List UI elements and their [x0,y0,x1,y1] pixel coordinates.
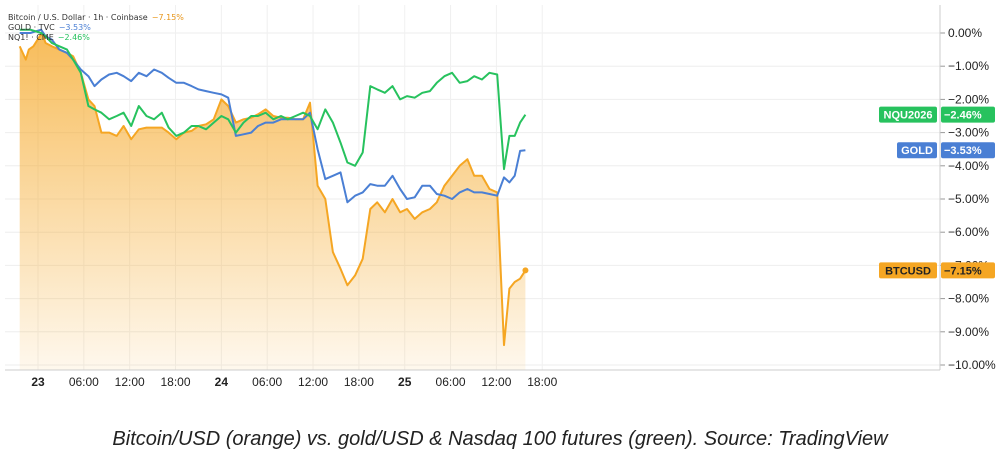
x-tick-label: 18:00 [161,375,191,389]
x-tick-label: 06:00 [69,375,99,389]
badge-name-bg-nqu2026 [879,106,937,123]
legend-item-nq[interactable]: NQ1! · CME −2.46% [8,33,184,43]
figure-caption: Bitcoin/USD (orange) vs. gold/USD & Nasd… [112,428,888,450]
legend-name: NQ1! · CME [8,33,54,42]
badge-name-gold: GOLD [901,145,933,157]
y-tick-label: −10.00% [948,358,996,372]
series-lines [18,28,529,347]
y-tick-label: −9.00% [948,325,989,339]
badge-value-btcusd: −7.15% [944,265,982,277]
last-point-marker [522,267,529,274]
y-tick-label: 0.00% [948,26,982,40]
x-tick-label: 12:00 [481,375,511,389]
badge-value-gold: −3.53% [944,145,982,157]
y-tick-label: −8.00% [948,292,989,306]
y-tick-label: −6.00% [948,225,989,239]
price-comparison-chart: 0.00% −1.00% −2.00% −3.00% −4.00% −5.00% −6.00… [5,5,996,389]
badge-value-bg-nqu2026 [941,106,995,123]
chart-legend: Bitcoin / U.S. Dollar · 1h · Coinbase −7.… [8,13,184,43]
series-fills [19,33,526,370]
legend-item-btcusd[interactable]: Bitcoin / U.S. Dollar · 1h · Coinbase −7.… [8,13,184,23]
series-line-gold [19,28,526,204]
legend-change: −7.15% [151,13,184,22]
badge-name-bg-btcusd [879,262,937,279]
x-tick-label: 06:00 [436,375,466,389]
y-axis: 0.00% −1.00% −2.00% −3.00% −4.00% −5.00% −6.00… [939,5,996,372]
badge-value-bg-btcusd [941,262,995,279]
legend-name: Bitcoin / U.S. Dollar · 1h · Coinbase [8,13,148,22]
series-line-btcusd [18,32,527,347]
y-tick-label: −2.00% [948,92,989,106]
x-tick-label: 24 [215,375,229,389]
badge-value-bg-gold [941,142,995,159]
y-tick-label: −3.00% [948,126,989,140]
y-tick-label: −1.00% [948,59,989,73]
x-tick-label: 12:00 [298,375,328,389]
legend-change: −3.53% [58,23,91,32]
series-line-nqu2026 [19,28,527,171]
legend-change: −2.46% [57,33,90,42]
x-tick-label: 18:00 [527,375,557,389]
x-tick-label: 25 [398,375,412,389]
x-axis: 23 06:00 12:00 18:00 24 06:00 12:00 18:00 25 06:0… [5,369,940,389]
legend-item-gold[interactable]: GOLD · TVC −3.53% [8,23,184,33]
x-tick-label: 23 [31,375,45,389]
y-tick-label: −4.00% [948,159,989,173]
chart-area: 0.00% −1.00% −2.00% −3.00% −4.00% −5.00% −6.00… [5,5,996,389]
y-tick-label: −5.00% [948,192,989,206]
x-tick-label: 06:00 [252,375,282,389]
badge-name-nqu2026: NQU2026 [884,110,933,122]
legend-name: GOLD · TVC [8,23,55,32]
last-value-badges: BTCUSD −7.15% GOLD −3.53% NQU2026 −2.46% [879,106,995,279]
badge-name-bg-gold [897,142,937,159]
badge-value-nqu2026: −2.46% [944,110,982,122]
x-tick-label: 18:00 [344,375,374,389]
badge-name-btcusd: BTCUSD [885,265,931,277]
x-tick-label: 12:00 [115,375,145,389]
series-area-btcusd [19,33,526,370]
